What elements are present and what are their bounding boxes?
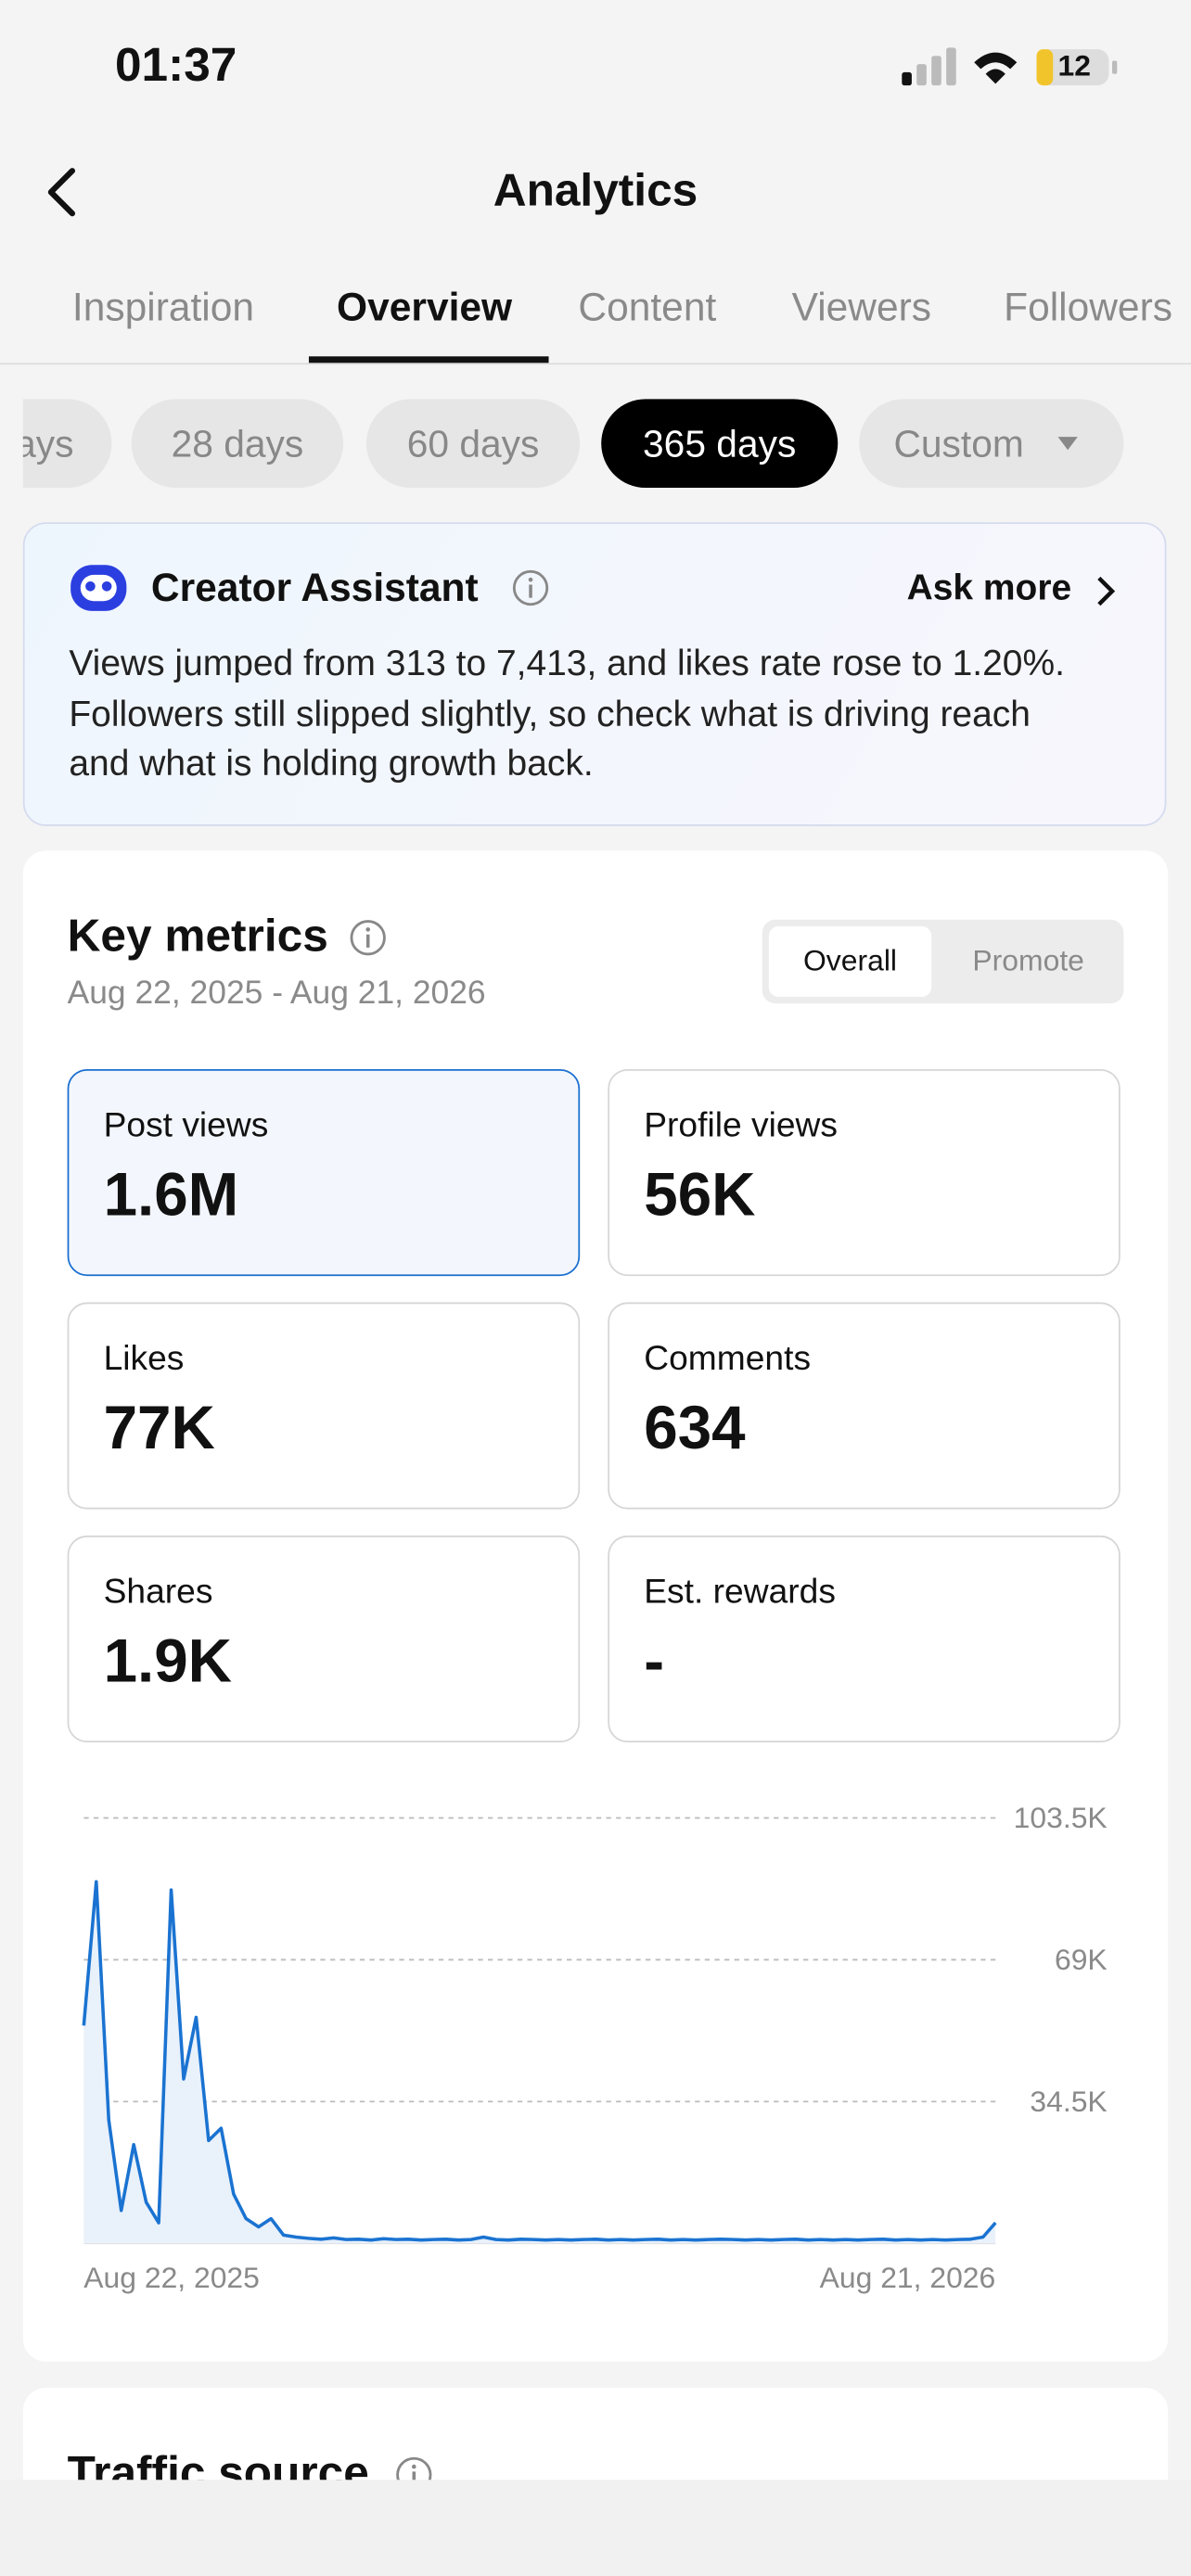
ask-more[interactable]: Ask more: [906, 567, 1072, 608]
tab[interactable]: Followers: [1004, 286, 1172, 330]
page-title: Analytics: [493, 164, 698, 216]
y-tick-label: 103.5K: [1014, 1801, 1108, 1834]
chip-clip: 7 days: [22, 399, 112, 488]
date-chip[interactable]: Custom: [859, 399, 1124, 488]
assistant-icon: [70, 565, 127, 611]
metric-tile[interactable]: Likes 77K: [67, 1302, 581, 1510]
status-icons: [902, 47, 1118, 86]
metric-value: 1.6M: [103, 1161, 239, 1229]
chevron: [1097, 576, 1116, 606]
toggle-option[interactable]: Promote: [972, 944, 1084, 977]
tab[interactable]: Viewers: [791, 286, 932, 330]
tab[interactable]: Content: [578, 286, 717, 330]
date-chip[interactable]: 28 days: [131, 399, 344, 488]
y-tick-label: 69K: [1055, 1943, 1108, 1976]
toggle: Overall Promote: [762, 919, 1124, 1004]
line-chart: 34.5K 69K 103.5K Aug 22, 2025 Aug 21, 2026: [82, 1801, 1108, 2294]
area: [83, 1881, 996, 2244]
metric-value: 634: [644, 1394, 746, 1462]
section-title: Key metrics: [67, 910, 328, 962]
back-button[interactable]: [40, 164, 89, 220]
assistant-card: Creator Assistant Ask more Views jumped …: [22, 522, 1167, 826]
metric-label: Likes: [103, 1340, 185, 1378]
metric-value: 56K: [644, 1161, 756, 1229]
metric-label: Comments: [644, 1340, 812, 1378]
metric-tile[interactable]: Shares 1.9K: [67, 1535, 581, 1743]
toggle-option-active[interactable]: Overall: [768, 925, 932, 998]
x-tick-label: Aug 22, 2025: [83, 2261, 260, 2294]
info-icon[interactable]: [511, 568, 551, 608]
date-chip[interactable]: 7 days: [22, 399, 112, 488]
tab[interactable]: Inspiration: [71, 286, 255, 330]
metric-tile-active[interactable]: Post views 1.6M: [67, 1068, 581, 1277]
metric-tile[interactable]: Comments 634: [608, 1302, 1121, 1510]
key-metrics-card: Key metrics Aug 22, 2025 - Aug 21, 2026 …: [22, 850, 1169, 2362]
metric-label: Post views: [103, 1106, 269, 1145]
info-icon[interactable]: [348, 918, 388, 958]
metric-value: 1.9K: [103, 1627, 232, 1695]
metric-tile[interactable]: Profile views 56K: [608, 1068, 1121, 1277]
metric-label: Est. rewards: [644, 1573, 836, 1612]
tab-active[interactable]: Overview: [337, 286, 513, 330]
divider: [0, 363, 1191, 365]
line: [82, 1880, 997, 2242]
date-range: Aug 22, 2025 - Aug 21, 2026: [67, 975, 486, 1012]
metric-value: -: [644, 1627, 665, 1695]
battery-level: 12: [1057, 49, 1091, 83]
status-time: 01:37: [114, 39, 237, 93]
metric-label: Shares: [103, 1573, 213, 1612]
date-chip[interactable]: 60 days: [365, 399, 581, 488]
metric-value: 77K: [103, 1394, 215, 1462]
y-tick-label: 34.5K: [1030, 2085, 1107, 2118]
metric-tile[interactable]: Est. rewards -: [608, 1535, 1121, 1743]
bottom-bar: [0, 2480, 1191, 2576]
tab-indicator: [308, 356, 549, 363]
x-tick-label: Aug 21, 2026: [820, 2261, 996, 2294]
metric-label: Profile views: [644, 1106, 839, 1145]
assistant-text: Views jumped from 313 to 7,413, and like…: [69, 642, 1065, 784]
assistant-title: Creator Assistant: [150, 567, 479, 611]
date-chip-active[interactable]: 365 days: [601, 399, 839, 488]
dropdown-icon: [1057, 437, 1078, 451]
